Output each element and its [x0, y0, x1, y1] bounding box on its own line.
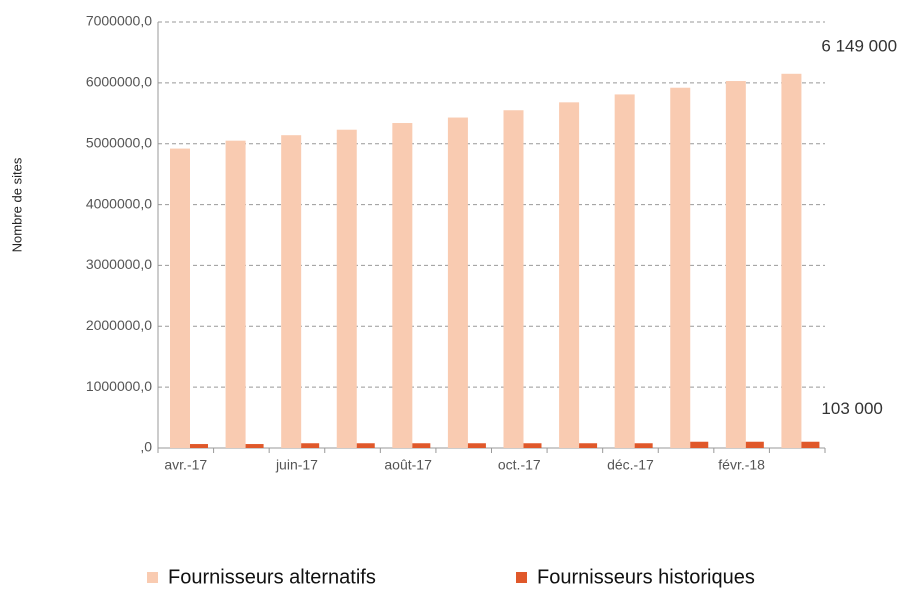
x-tick-label: juin-17 [275, 457, 318, 473]
bar [336, 129, 357, 448]
y-axis-label: Nombre de sites [9, 157, 24, 252]
y-tick-label: 7000000,0 [86, 13, 152, 29]
bar [634, 443, 653, 448]
y-tick-label: 2000000,0 [86, 317, 152, 333]
legend-label: Fournisseurs historiques [537, 566, 755, 588]
bar [392, 123, 413, 448]
y-tick-label: 3000000,0 [86, 256, 152, 272]
y-tick-label: 6000000,0 [86, 74, 152, 90]
bar [356, 443, 375, 448]
bar [301, 443, 320, 448]
bar [503, 110, 524, 448]
legend-label: Fournisseurs alternatifs [168, 566, 376, 588]
y-tick-label: 4000000,0 [86, 195, 152, 211]
bar [614, 94, 635, 449]
x-tick-label: févr.-18 [718, 457, 765, 473]
bar [245, 444, 264, 448]
bar [690, 441, 709, 448]
bar [190, 444, 208, 448]
bar [725, 81, 746, 448]
bar [523, 443, 542, 448]
legend-swatch [147, 572, 158, 583]
y-tick-label: ,0 [140, 439, 152, 455]
x-tick-label: août-17 [384, 457, 432, 473]
bar [670, 87, 691, 449]
bar [559, 102, 580, 449]
bar [579, 443, 598, 448]
y-tick-label: 5000000,0 [86, 134, 152, 150]
y-tick-label: 1000000,0 [86, 378, 152, 394]
bar [745, 441, 764, 448]
bar [801, 441, 820, 448]
bar [447, 117, 468, 448]
bar [281, 135, 302, 449]
legend-swatch [516, 572, 527, 583]
x-tick-label: déc.-17 [607, 457, 654, 473]
bar [781, 73, 802, 448]
value-label: 6 149 000 [821, 36, 897, 55]
bar [170, 148, 190, 448]
x-tick-label: avr.-17 [164, 457, 207, 473]
bar [467, 443, 486, 448]
bar [412, 443, 431, 448]
value-label: 103 000 [821, 399, 882, 418]
x-tick-label: oct.-17 [498, 457, 541, 473]
bar [225, 140, 246, 448]
